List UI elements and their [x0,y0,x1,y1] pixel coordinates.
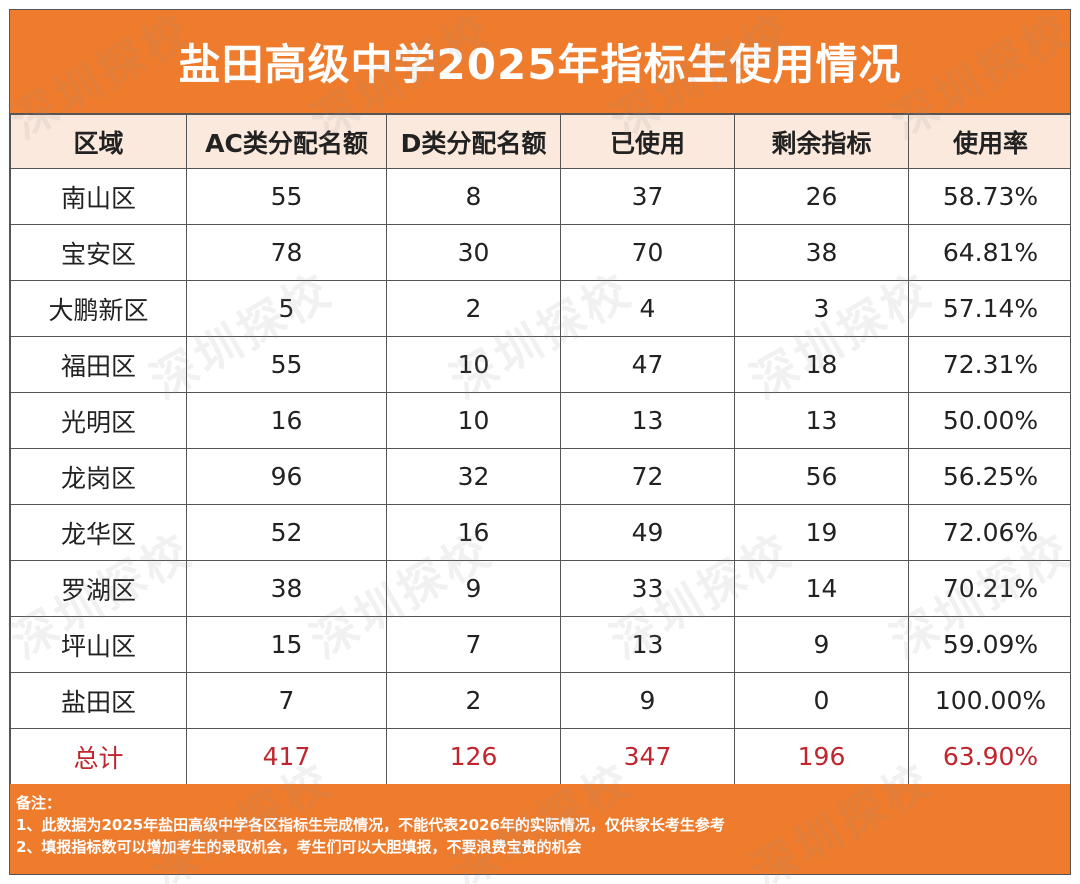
number-cell: 30 [386,224,561,281]
table-row: 坪山区 15 7 13 9 59.09% [10,616,1070,673]
district-cell: 龙岗区 [10,448,187,505]
number-cell: 8 [386,168,561,225]
notes-heading: 备注： [16,794,62,812]
total-cell: 417 [186,728,387,785]
notes-line-2: 2、填报指标数可以增加考生的录取机会，考生们可以大胆填报，不要浪费宝贵的机会 [16,838,582,856]
number-cell: 16 [186,392,387,449]
table-row: 宝安区 78 30 70 38 64.81% [10,224,1070,281]
number-cell: 33 [560,560,735,617]
usage-rate-cell: 72.31% [908,336,1070,393]
number-cell: 18 [734,336,909,393]
header-row: 区域 AC类分配名额 D类分配名额 已使用 剩余指标 使用率 [10,114,1070,169]
table-row: 龙岗区 96 32 72 56 56.25% [10,448,1070,505]
notes-line-1: 1、此数据为2025年盐田高级中学各区指标生完成情况，不能代表2026年的实际情… [16,816,725,834]
usage-rate-cell: 100.00% [908,672,1070,729]
total-label: 总计 [10,728,187,785]
number-cell: 72 [560,448,735,505]
district-cell: 罗湖区 [10,560,187,617]
table-card: 盐田高级中学2025年指标生使用情况 区域 AC类分配名额 D类分配名额 已使用… [9,9,1071,875]
district-cell: 大鹏新区 [10,280,187,337]
district-cell: 福田区 [10,336,187,393]
total-cell: 63.90% [908,728,1070,785]
number-cell: 13 [560,616,735,673]
number-cell: 55 [186,168,387,225]
table-row: 光明区 16 10 13 13 50.00% [10,392,1070,449]
usage-rate-cell: 57.14% [908,280,1070,337]
number-cell: 47 [560,336,735,393]
page-title: 盐田高级中学2025年指标生使用情况 [178,40,902,89]
table-row: 龙华区 52 16 49 19 72.06% [10,504,1070,561]
number-cell: 16 [386,504,561,561]
district-cell: 宝安区 [10,224,187,281]
number-cell: 13 [734,392,909,449]
header-cell: 已使用 [560,114,735,169]
header-cell: 剩余指标 [734,114,909,169]
usage-rate-cell: 72.06% [908,504,1070,561]
header-cell: D类分配名额 [386,114,561,169]
quota-table: 区域 AC类分配名额 D类分配名额 已使用 剩余指标 使用率 南山区 55 8 37 2… [10,114,1070,785]
title-bar: 盐田高级中学2025年指标生使用情况 [10,10,1070,114]
district-cell: 坪山区 [10,616,187,673]
number-cell: 9 [734,616,909,673]
notes-box: 备注： 1、此数据为2025年盐田高级中学各区指标生完成情况，不能代表2026年… [10,784,1070,874]
table-row: 罗湖区 38 9 33 14 70.21% [10,560,1070,617]
number-cell: 78 [186,224,387,281]
table-row: 南山区 55 8 37 26 58.73% [10,168,1070,225]
number-cell: 13 [560,392,735,449]
district-cell: 盐田区 [10,672,187,729]
number-cell: 55 [186,336,387,393]
number-cell: 32 [386,448,561,505]
header-cell: 使用率 [908,114,1070,169]
number-cell: 15 [186,616,387,673]
number-cell: 2 [386,280,561,337]
number-cell: 3 [734,280,909,337]
number-cell: 96 [186,448,387,505]
number-cell: 56 [734,448,909,505]
usage-rate-cell: 64.81% [908,224,1070,281]
district-cell: 南山区 [10,168,187,225]
number-cell: 4 [560,280,735,337]
number-cell: 14 [734,560,909,617]
usage-rate-cell: 50.00% [908,392,1070,449]
number-cell: 38 [734,224,909,281]
district-cell: 光明区 [10,392,187,449]
total-row: 总计 417 126 347 196 63.90% [10,728,1070,785]
number-cell: 70 [560,224,735,281]
number-cell: 38 [186,560,387,617]
table-row: 大鹏新区 5 2 4 3 57.14% [10,280,1070,337]
total-cell: 196 [734,728,909,785]
total-cell: 126 [386,728,561,785]
number-cell: 7 [386,616,561,673]
number-cell: 9 [560,672,735,729]
number-cell: 2 [386,672,561,729]
number-cell: 52 [186,504,387,561]
number-cell: 10 [386,392,561,449]
number-cell: 26 [734,168,909,225]
header-cell: AC类分配名额 [186,114,387,169]
header-cell: 区域 [10,114,187,169]
usage-rate-cell: 59.09% [908,616,1070,673]
number-cell: 49 [560,504,735,561]
table-row: 盐田区 7 2 9 0 100.00% [10,672,1070,729]
district-cell: 龙华区 [10,504,187,561]
usage-rate-cell: 70.21% [908,560,1070,617]
number-cell: 7 [186,672,387,729]
number-cell: 5 [186,280,387,337]
usage-rate-cell: 58.73% [908,168,1070,225]
number-cell: 0 [734,672,909,729]
table-row: 福田区 55 10 47 18 72.31% [10,336,1070,393]
number-cell: 9 [386,560,561,617]
usage-rate-cell: 56.25% [908,448,1070,505]
number-cell: 19 [734,504,909,561]
number-cell: 10 [386,336,561,393]
total-cell: 347 [560,728,735,785]
number-cell: 37 [560,168,735,225]
